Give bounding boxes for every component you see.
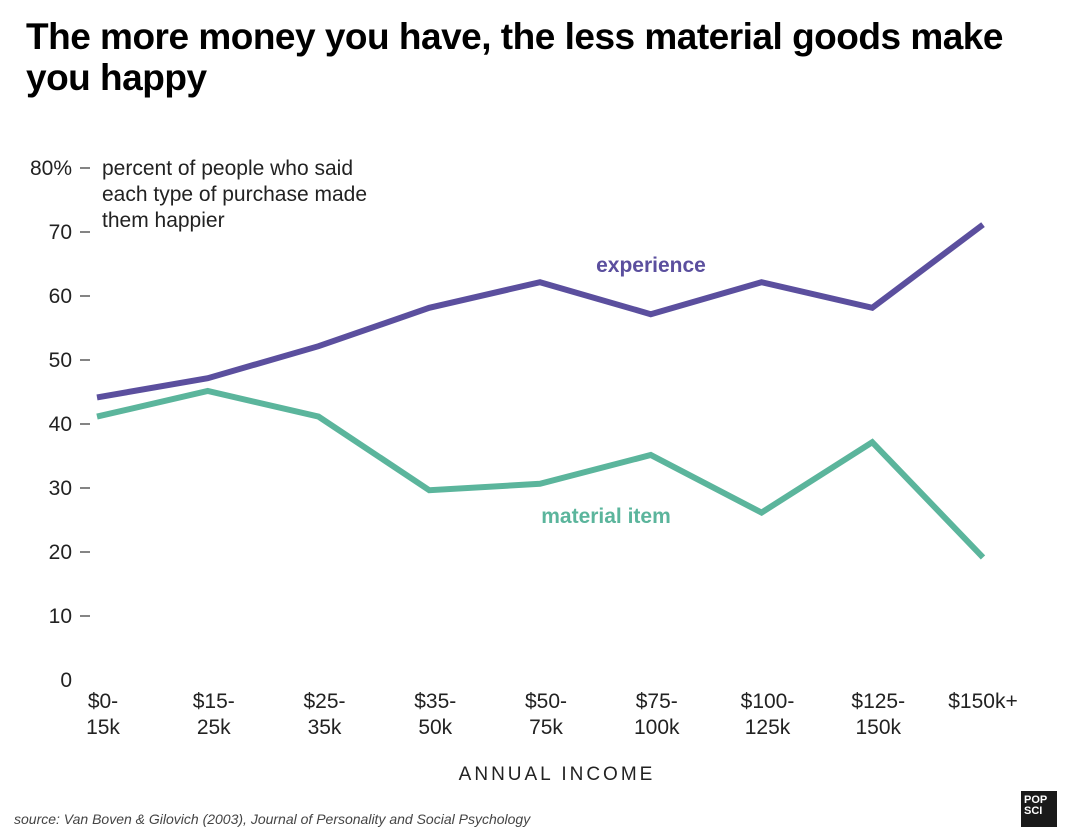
y-tick-label: 0	[60, 669, 72, 692]
chart-title: The more money you have, the less materi…	[26, 16, 1003, 98]
x-tick-label: $100-	[741, 690, 795, 713]
y-axis-note-line: each type of purchase made	[102, 183, 367, 206]
series-line-material-item	[96, 387, 986, 560]
y-tick-label: 80%	[30, 157, 72, 180]
y-tick-label: 50	[49, 349, 72, 372]
y-tick-label: 40	[49, 413, 72, 436]
logo-text: POP	[1024, 794, 1048, 806]
series-label-material-item: material item	[541, 505, 671, 528]
series-label-experience: experience	[596, 254, 706, 277]
y-tick-label: 10	[49, 605, 72, 628]
x-tick-label: 50k	[418, 716, 452, 739]
x-tick-label: 35k	[308, 716, 342, 739]
x-tick-label: 15k	[86, 716, 120, 739]
x-tick-label: 150k	[855, 716, 901, 739]
source-note: source: Van Boven & Gilovich (2003), Jou…	[14, 811, 531, 827]
x-tick-label: 75k	[529, 716, 563, 739]
y-axis-note-line: percent of people who said	[102, 157, 353, 180]
logo-text: SCI	[1024, 805, 1043, 817]
x-tick-label: $150k+	[948, 690, 1017, 713]
x-tick-label: $125-	[851, 690, 905, 713]
y-tick-label: 70	[49, 221, 72, 244]
x-tick-label: 25k	[197, 716, 231, 739]
y-tick-label: 60	[49, 285, 72, 308]
y-axis-note: percent of people who said each type of p…	[102, 157, 367, 232]
x-axis-title: ANNUAL INCOME	[459, 764, 656, 785]
x-tick-label: $25-	[303, 690, 345, 713]
x-tick-label: $15-	[193, 690, 235, 713]
y-tick-label: 30	[49, 477, 72, 500]
x-tick-label: $75-	[636, 690, 678, 713]
y-tick-label: 20	[49, 541, 72, 564]
popsci-logo: POP SCI	[1021, 791, 1057, 827]
x-tick-label: 125k	[745, 716, 791, 739]
x-tick-label: 100k	[634, 716, 680, 739]
x-tick-label: $0-	[88, 690, 118, 713]
y-axis-note-line: them happier	[102, 209, 225, 232]
series-line-experience	[96, 222, 985, 401]
x-tick-label: $35-	[414, 690, 456, 713]
x-tick-label: $50-	[525, 690, 567, 713]
